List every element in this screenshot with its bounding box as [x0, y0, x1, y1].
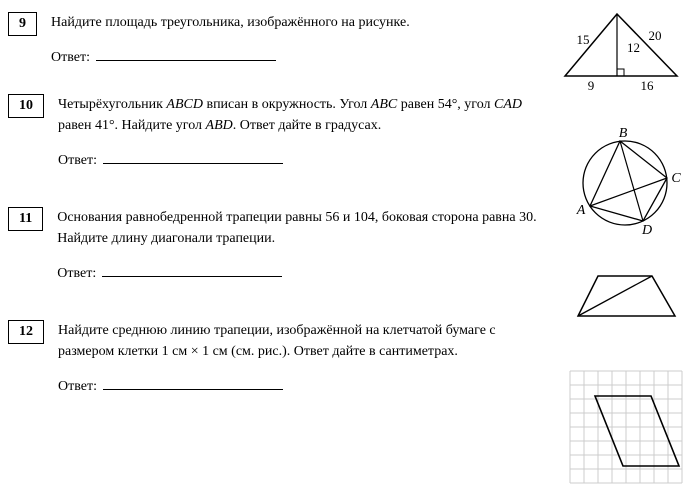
svg-text:20: 20	[649, 28, 662, 43]
svg-text:15: 15	[577, 32, 590, 47]
figure-trapezoid	[570, 268, 685, 324]
problem-number: 12	[8, 320, 44, 344]
question-text: Основания равнобедренной трапеции равны …	[57, 207, 540, 249]
answer-row: Ответ:	[51, 47, 540, 68]
svg-text:A: A	[576, 203, 586, 218]
svg-text:9: 9	[588, 78, 595, 93]
answer-blank[interactable]	[96, 47, 276, 61]
question-text: Четырёхугольник ABCD вписан в окружность…	[58, 94, 540, 136]
figure-triangle: 15 12 20 9 16	[555, 8, 685, 93]
question-text: Найдите среднюю линию трапеции, изображё…	[58, 320, 540, 362]
answer-row: Ответ:	[58, 150, 540, 171]
answer-blank[interactable]	[102, 263, 282, 277]
svg-text:12: 12	[627, 40, 640, 55]
svg-text:B: B	[619, 128, 628, 141]
answer-label: Ответ:	[58, 150, 97, 171]
svg-text:C: C	[671, 171, 681, 186]
answer-label: Ответ:	[57, 263, 96, 284]
problem-number: 10	[8, 94, 44, 118]
answer-label: Ответ:	[51, 47, 90, 68]
problem-number: 11	[8, 207, 43, 231]
svg-text:D: D	[641, 223, 652, 238]
answer-row: Ответ:	[58, 376, 540, 397]
answer-label: Ответ:	[58, 376, 97, 397]
svg-text:16: 16	[641, 78, 655, 93]
answer-row: Ответ:	[57, 263, 540, 284]
answer-blank[interactable]	[103, 150, 283, 164]
figure-grid-trapezoid	[567, 368, 685, 486]
question-text: Найдите площадь треугольника, изображённ…	[51, 12, 540, 33]
answer-blank[interactable]	[103, 376, 283, 390]
figure-circle-quad: A B C D	[565, 128, 685, 238]
problem-number: 9	[8, 12, 37, 36]
